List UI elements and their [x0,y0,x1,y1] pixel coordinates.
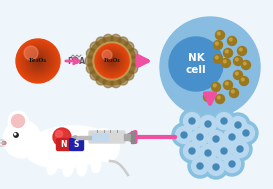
Ellipse shape [2,142,6,145]
Circle shape [86,64,96,74]
Circle shape [227,36,236,46]
Circle shape [215,94,224,104]
Circle shape [37,60,40,63]
Circle shape [53,128,71,146]
Text: S: S [74,140,79,149]
Circle shape [34,57,42,65]
Circle shape [223,60,226,63]
Circle shape [172,123,196,147]
Circle shape [18,41,58,81]
Circle shape [118,75,128,85]
Circle shape [230,88,239,98]
Circle shape [197,134,203,140]
Circle shape [25,48,51,74]
Circle shape [128,64,138,74]
Circle shape [215,112,233,129]
Circle shape [242,60,251,70]
Circle shape [17,40,59,82]
Text: NK
cell: NK cell [186,53,206,75]
Circle shape [205,150,211,156]
Circle shape [200,145,216,161]
FancyBboxPatch shape [70,139,84,150]
Circle shape [35,58,41,64]
Circle shape [98,47,126,75]
Circle shape [104,53,120,69]
Circle shape [203,92,212,101]
Circle shape [36,59,40,63]
Circle shape [200,115,216,132]
Circle shape [124,42,134,52]
Circle shape [128,48,138,58]
Text: PDA: PDA [67,57,85,66]
Circle shape [24,46,38,60]
Circle shape [26,49,50,73]
Circle shape [3,120,41,158]
Circle shape [103,34,113,44]
Circle shape [183,112,200,129]
Circle shape [238,46,247,56]
Circle shape [235,122,241,128]
Circle shape [188,125,212,149]
Bar [76,136,91,139]
Circle shape [180,139,204,163]
Circle shape [196,141,220,165]
Circle shape [176,126,192,143]
Circle shape [224,81,233,90]
Circle shape [27,50,49,72]
Circle shape [191,129,209,146]
Circle shape [111,60,113,62]
Circle shape [90,42,100,52]
Circle shape [204,127,228,151]
Circle shape [29,52,47,70]
Circle shape [129,56,139,66]
Circle shape [55,130,63,138]
Circle shape [24,47,52,75]
Circle shape [233,70,242,80]
Bar [91,133,108,140]
Circle shape [241,78,244,81]
Circle shape [27,50,49,72]
Circle shape [111,34,121,44]
Circle shape [230,116,247,133]
Circle shape [244,62,246,65]
Circle shape [229,38,232,41]
Circle shape [229,134,235,140]
Circle shape [86,48,96,58]
Circle shape [102,51,122,71]
Circle shape [106,55,118,67]
Text: Fe₃O₄: Fe₃O₄ [29,59,47,64]
Ellipse shape [24,126,112,168]
Circle shape [20,43,56,79]
Circle shape [232,90,234,93]
Circle shape [212,109,236,133]
Circle shape [16,39,60,83]
Circle shape [183,143,200,160]
Circle shape [23,46,53,76]
Circle shape [96,75,106,85]
Circle shape [105,54,119,68]
Circle shape [207,130,224,147]
Circle shape [224,49,233,57]
Circle shape [239,77,248,85]
Circle shape [103,78,113,88]
Circle shape [215,42,218,45]
Circle shape [197,163,203,169]
Circle shape [238,125,254,142]
Circle shape [204,155,228,179]
Circle shape [233,57,242,66]
Circle shape [11,115,25,128]
Circle shape [14,133,18,137]
Circle shape [19,42,57,80]
Circle shape [191,157,209,174]
Circle shape [212,139,236,163]
Circle shape [213,164,219,170]
Circle shape [239,48,242,51]
Circle shape [101,50,123,72]
Circle shape [217,32,220,35]
Circle shape [103,52,121,70]
Circle shape [110,59,114,63]
Circle shape [21,44,55,78]
Bar [124,134,132,140]
Circle shape [181,132,187,138]
